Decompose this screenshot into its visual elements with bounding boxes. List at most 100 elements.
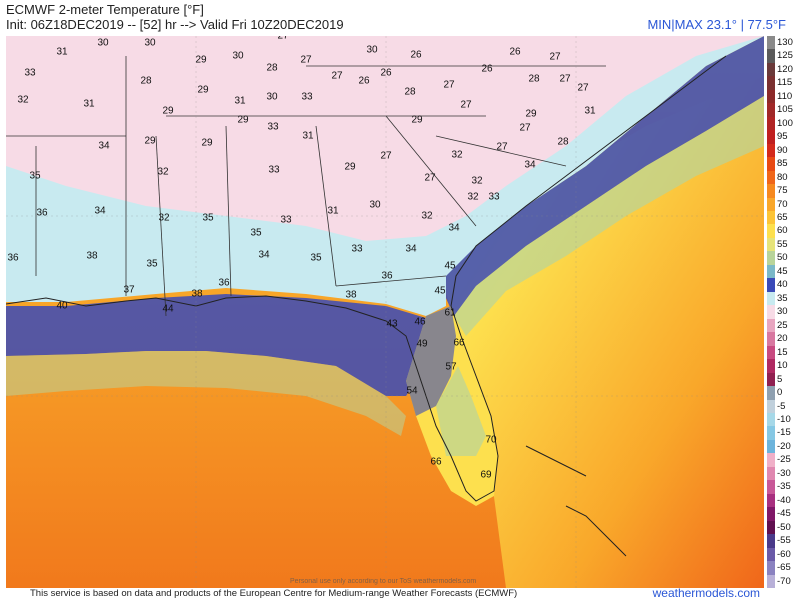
temperature-value: 31: [327, 205, 339, 217]
legend-swatch: [767, 49, 775, 63]
legend-level: 100: [767, 116, 800, 131]
legend-level: -10: [767, 412, 800, 427]
temperature-value: 29: [411, 114, 423, 126]
temperature-value: 66: [453, 337, 465, 349]
temperature-value: 31: [234, 95, 246, 107]
legend-level: -35: [767, 480, 800, 494]
legend-label: 55: [777, 238, 788, 250]
legend-label: 70: [777, 198, 788, 210]
temperature-value: 29: [162, 105, 174, 117]
temperature-value: 35: [146, 258, 158, 270]
legend-level: -15: [767, 426, 800, 440]
temperature-value: 27: [331, 70, 343, 82]
legend-label: 95: [777, 131, 788, 143]
temperature-value: 37: [123, 284, 135, 296]
legend-label: -15: [777, 427, 791, 439]
legend-swatch: [767, 412, 775, 427]
temperature-value: 27: [380, 150, 392, 162]
legend-level: 70: [767, 197, 800, 211]
legend-level: 90: [767, 143, 800, 158]
color-scale-legend: 130 125 120 115 110 105 100 95 90 85 80 75 70 65 60 55 5…: [767, 36, 800, 588]
legend-label: 5: [777, 373, 783, 385]
temperature-value: 33: [301, 91, 313, 103]
temperature-value: 26: [509, 46, 521, 58]
legend-swatch: [767, 291, 775, 306]
legend-label: 45: [777, 265, 788, 277]
temperature-value: 57: [445, 361, 457, 373]
legend-level: -60: [767, 547, 800, 562]
grid-lines: [6, 36, 764, 588]
legend-level: 45: [767, 264, 800, 279]
run-info: Init: 06Z18DEC2019 -- [52] hr --> Valid …: [6, 17, 344, 32]
legend-swatch: [767, 237, 775, 252]
temperature-value: 26: [358, 75, 370, 87]
min-max-readout: MIN|MAX 23.1° | 77.5°F: [647, 17, 786, 32]
temperature-value: 35: [202, 212, 214, 224]
temperature-value: 31: [56, 46, 68, 58]
temperature-value: 70: [485, 434, 497, 446]
footer: This service is based on data and produc…: [0, 586, 800, 600]
legend-swatch: [767, 224, 775, 238]
temperature-value: 36: [381, 270, 393, 282]
temperature-value: 32: [421, 210, 433, 222]
legend-level: -5: [767, 399, 800, 413]
temperature-value: 29: [525, 108, 537, 120]
legend-label: -50: [777, 521, 791, 533]
temperature-value: 33: [351, 243, 363, 255]
legend-swatch: [767, 466, 775, 481]
legend-swatch: [767, 372, 775, 387]
legend-label: 60: [777, 225, 788, 237]
site-link[interactable]: weathermodels.com: [652, 586, 760, 600]
temperature-value: 38: [345, 289, 357, 301]
legend-swatch: [767, 574, 775, 588]
temperature-map[interactable]: 31 30 30 27 30 30 26 26 27 33 28 29 28 27 27 26 26 28 27 26…: [6, 36, 764, 588]
legend-label: 90: [777, 144, 788, 156]
legend-level: 15: [767, 345, 800, 360]
legend-level: 30: [767, 305, 800, 319]
temperature-value: 32: [157, 166, 169, 178]
temperature-value: 54: [406, 385, 418, 397]
temperature-value: 43: [386, 318, 398, 330]
legend-label: -70: [777, 575, 791, 587]
legend-level: 95: [767, 130, 800, 144]
legend-swatch: [767, 278, 775, 292]
temperature-value: 40: [56, 300, 68, 312]
temperature-value: 29: [237, 114, 249, 126]
legend-swatch: [767, 184, 775, 198]
temperature-value: 35: [310, 252, 322, 264]
temperature-value: 33: [24, 67, 36, 79]
legend-level: 0: [767, 386, 800, 400]
legend-swatch: [767, 211, 775, 225]
legend-swatch: [767, 480, 775, 494]
legend-label: 85: [777, 158, 788, 170]
temperature-value: 30: [232, 50, 244, 62]
temperature-value: 45: [434, 285, 446, 297]
legend-level: -25: [767, 453, 800, 467]
legend-swatch: [767, 453, 775, 467]
legend-swatch: [767, 197, 775, 211]
legend-swatch: [767, 143, 775, 158]
temperature-value: 26: [481, 63, 493, 75]
legend-level: 105: [767, 103, 800, 117]
legend-level: 65: [767, 211, 800, 225]
legend-level: -70: [767, 574, 800, 588]
legend-level: -45: [767, 507, 800, 521]
temperature-value: 36: [7, 252, 19, 264]
temperature-value: 30: [266, 91, 278, 103]
legend-swatch: [767, 332, 775, 346]
legend-level: 50: [767, 251, 800, 265]
legend-swatch: [767, 561, 775, 575]
temperature-value: 49: [416, 338, 428, 350]
map-svg: [6, 36, 764, 588]
legend-label: 40: [777, 279, 788, 291]
legend-label: 115: [777, 77, 793, 89]
legend-level: 115: [767, 76, 800, 90]
legend-label: 30: [777, 306, 788, 318]
legend-swatch: [767, 547, 775, 562]
legend-swatch: [767, 359, 775, 373]
temperature-value: 27: [460, 99, 472, 111]
temperature-value: 61: [444, 307, 456, 319]
legend-label: 120: [777, 63, 793, 75]
legend-swatch: [767, 116, 775, 131]
legend-label: 50: [777, 252, 788, 264]
